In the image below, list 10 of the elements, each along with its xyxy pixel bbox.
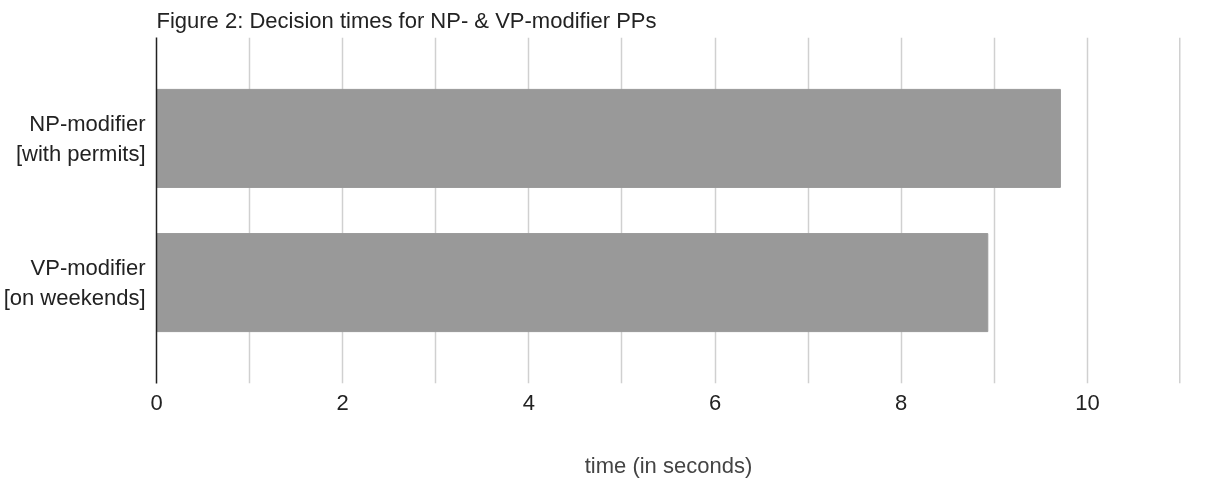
chart-title: Figure 2: Decision times for NP- & VP-modifier PPs: [156, 7, 657, 33]
x-tick-label: 4: [522, 389, 535, 415]
x-tick-label: 0: [150, 389, 163, 415]
x-tick-label: 2: [336, 389, 349, 415]
x-tick-label: 6: [708, 389, 722, 415]
x-tick-label: 10: [1075, 389, 1100, 415]
x-axis-title: time (in seconds): [584, 452, 753, 478]
y-tick-label: VP-modifier [on weekends]: [3, 255, 146, 311]
x-tick-label: 8: [895, 389, 908, 415]
y-tick-label: NP-modifier [with permits]: [15, 110, 146, 166]
